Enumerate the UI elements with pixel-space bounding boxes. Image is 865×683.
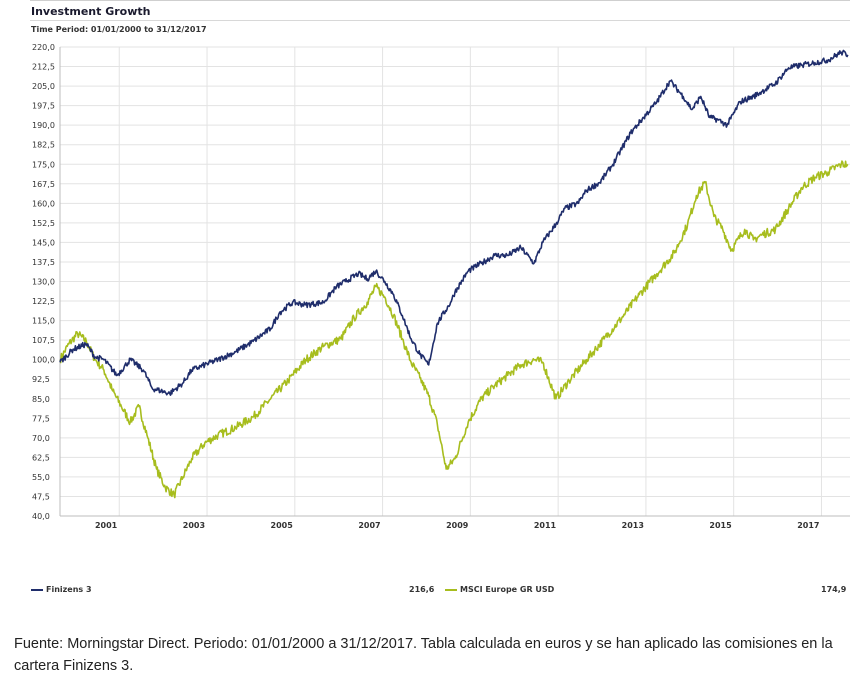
y-tick-label: 182,5 (32, 141, 55, 150)
x-tick-label: 2005 (271, 521, 294, 530)
chart-subtitle: Time Period: 01/01/2000 to 31/12/2017 (31, 25, 207, 34)
x-tick-label: 2017 (797, 521, 819, 530)
x-tick-label: 2001 (95, 521, 118, 530)
y-tick-label: 220,0 (32, 43, 55, 52)
x-tick-label: 2013 (622, 521, 644, 530)
x-tick-label: 2007 (358, 521, 380, 530)
title-rule (30, 20, 850, 21)
y-tick-label: 77,5 (32, 414, 50, 423)
y-tick-label: 92,5 (32, 375, 50, 384)
y-tick-label: 145,0 (32, 238, 55, 247)
legend-swatch-msci (445, 588, 457, 591)
y-tick-label: 122,5 (32, 297, 55, 306)
y-tick-label: 115,0 (32, 317, 55, 326)
investment-growth-chart: 220,0 212,5 205,0 197,5 190,0 182,5 175,0 167,5… (32, 43, 850, 530)
y-tick-label: 167,5 (32, 180, 55, 189)
y-tick-label: 197,5 (32, 102, 55, 111)
y-tick-label: 70,0 (32, 434, 50, 443)
y-tick-label: 107,5 (32, 336, 55, 345)
top-rule (30, 0, 850, 1)
y-tick-label: 100,0 (32, 356, 55, 365)
y-tick-label: 205,0 (32, 82, 55, 91)
legend-value-finizens: 216,6 (409, 585, 435, 594)
y-tick-label: 85,0 (32, 395, 50, 404)
y-tick-label: 62,5 (32, 453, 50, 462)
y-tick-label: 160,0 (32, 199, 55, 208)
y-tick-label: 55,0 (32, 473, 50, 482)
y-tick-label: 137,5 (32, 258, 55, 267)
x-tick-label: 2009 (446, 521, 469, 530)
y-tick-label: 130,0 (32, 278, 55, 287)
series-line-msci-europe-gr-usd (59, 160, 849, 499)
y-tick-label: 190,0 (32, 121, 55, 130)
legend-item-finizens: Finizens 3 (31, 585, 92, 594)
legend-label-finizens: Finizens 3 (46, 585, 92, 594)
y-tick-label: 47,5 (32, 492, 50, 501)
series-line-finizens-3 (59, 49, 849, 397)
chart-title: Investment Growth (31, 5, 151, 18)
legend-value-msci: 174,9 (821, 585, 847, 594)
x-tick-label: 2015 (709, 521, 732, 530)
legend-label-msci: MSCI Europe GR USD (460, 585, 555, 594)
legend-swatch-finizens (31, 588, 43, 591)
x-tick-label: 2011 (534, 521, 557, 530)
y-tick-label: 40,0 (32, 512, 50, 521)
x-tick-label: 2003 (183, 521, 205, 530)
y-tick-label: 175,0 (32, 160, 55, 169)
legend-item-msci: MSCI Europe GR USD (445, 585, 554, 594)
source-note: Fuente: Morningstar Direct. Periodo: 01/… (14, 636, 833, 674)
y-tick-label: 152,5 (32, 219, 55, 228)
y-tick-label: 212,5 (32, 63, 55, 72)
